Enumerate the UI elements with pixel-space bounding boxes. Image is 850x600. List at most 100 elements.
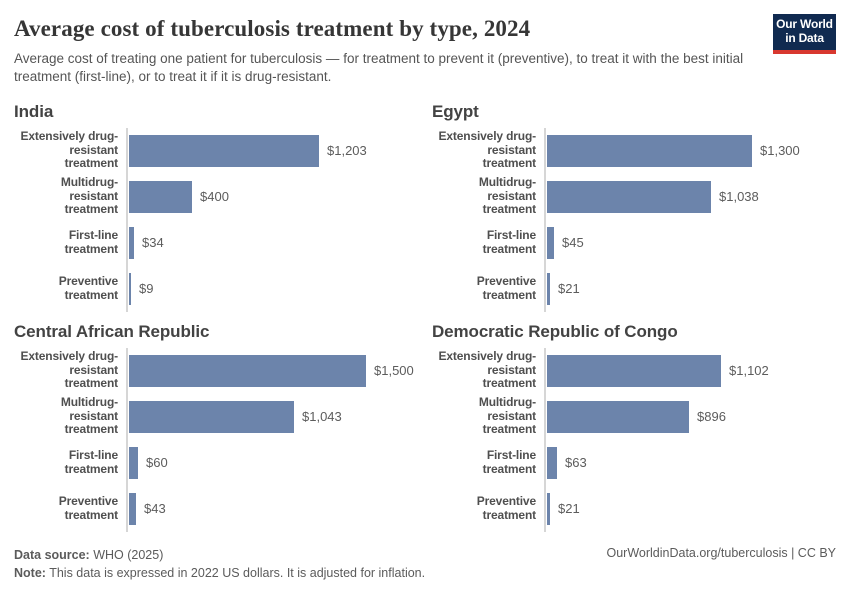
value-label: $34 [142, 235, 164, 251]
credit-link[interactable]: OurWorldinData.org/tuberculosis | CC BY [606, 545, 837, 560]
panel-rows: Extensively drug-resistant treatment $1,… [14, 127, 418, 312]
bar-row: Extensively drug-resistant treatment $1,… [432, 348, 836, 394]
bar-area: $1,203 [126, 134, 418, 167]
category-label: Extensively drug-resistant treatment [20, 349, 119, 391]
value-label: $1,038 [719, 189, 759, 205]
value-label: $60 [146, 455, 168, 471]
value-label: $21 [558, 501, 580, 517]
bar[interactable] [129, 354, 366, 387]
panel-title: Egypt [432, 101, 479, 121]
bar[interactable] [129, 492, 136, 525]
chart-title: Average cost of tuberculosis treatment b… [14, 16, 531, 41]
panel-india: India Extensively drug-resistant treatme… [14, 102, 418, 312]
bar-row: Preventive treatment $43 [14, 486, 418, 532]
bar[interactable] [547, 446, 557, 479]
axis-line [544, 347, 546, 532]
bar-row: Multidrug-resistant treatment $400 [14, 174, 418, 220]
value-label: $896 [697, 409, 726, 425]
data-source-line: Data source: WHO (2025) [14, 546, 163, 565]
chart-subtitle: Average cost of treating one patient for… [14, 51, 744, 84]
panel-central-african-republic: Central African Republic Extensively dru… [14, 322, 418, 532]
value-label: $1,203 [327, 143, 367, 159]
axis-line [126, 347, 128, 532]
category-label: Preventive treatment [58, 273, 118, 302]
bar[interactable] [547, 492, 550, 525]
category-label: Preventive treatment [476, 273, 536, 302]
category-label: First-line treatment [482, 227, 536, 256]
panel-title: Central African Republic [14, 321, 210, 341]
note-label: Note: [14, 566, 46, 581]
bar-row: Preventive treatment $21 [432, 486, 836, 532]
footer: Data source: WHO (2025) OurWorldinData.o… [14, 546, 836, 584]
bar[interactable] [129, 180, 192, 213]
bar-area: $63 [544, 446, 836, 479]
value-label: $9 [139, 281, 154, 297]
value-label: $43 [144, 501, 166, 517]
bar[interactable] [547, 134, 752, 167]
note-value: This data is expressed in 2022 US dollar… [45, 566, 426, 581]
bar-area: $1,300 [544, 134, 836, 167]
bar-row: Extensively drug-resistant treatment $1,… [432, 128, 836, 174]
bar[interactable] [129, 272, 131, 305]
category-label: Multidrug-resistant treatment [478, 175, 536, 217]
bar-row: First-line treatment $63 [432, 440, 836, 486]
value-label: $63 [565, 455, 587, 471]
bar-row: First-line treatment $34 [14, 220, 418, 266]
bar-row: Preventive treatment $9 [14, 266, 418, 312]
category-label: Extensively drug-resistant treatment [438, 129, 537, 171]
bar[interactable] [547, 400, 689, 433]
bar-row: Multidrug-resistant treatment $1,043 [14, 394, 418, 440]
bar[interactable] [129, 446, 138, 479]
bar-row: Extensively drug-resistant treatment $1,… [14, 128, 418, 174]
header: Average cost of tuberculosis treatment b… [14, 12, 836, 86]
bar-area: $34 [126, 226, 418, 259]
bar-area: $60 [126, 446, 418, 479]
bar-area: $1,102 [544, 354, 836, 387]
category-label: Extensively drug-resistant treatment [438, 349, 537, 391]
category-label: First-line treatment [64, 227, 118, 256]
value-label: $1,043 [302, 409, 342, 425]
panel-rows: Extensively drug-resistant treatment $1,… [432, 127, 836, 312]
bar[interactable] [547, 354, 721, 387]
value-label: $21 [558, 281, 580, 297]
panel-rows: Extensively drug-resistant treatment $1,… [432, 347, 836, 532]
bar[interactable] [547, 180, 711, 213]
value-label: $1,500 [374, 363, 414, 379]
bar-row: Multidrug-resistant treatment $896 [432, 394, 836, 440]
bar[interactable] [129, 134, 319, 167]
panel-rows: Extensively drug-resistant treatment $1,… [14, 347, 418, 532]
bar-row: Multidrug-resistant treatment $1,038 [432, 174, 836, 220]
bar[interactable] [129, 400, 294, 433]
bar[interactable] [547, 226, 554, 259]
owid-logo[interactable]: Our World in Data [773, 14, 836, 54]
bar-area: $21 [544, 492, 836, 525]
bar-area: $43 [126, 492, 418, 525]
panel-democratic-republic-of-congo: Democratic Republic of Congo Extensively… [432, 322, 836, 532]
category-label: First-line treatment [482, 447, 536, 476]
bar[interactable] [547, 272, 550, 305]
category-label: Multidrug-resistant treatment [60, 175, 118, 217]
bar-row: Preventive treatment $21 [432, 266, 836, 312]
panel-egypt: Egypt Extensively drug-resistant treatme… [432, 102, 836, 312]
bar-row: Extensively drug-resistant treatment $1,… [14, 348, 418, 394]
value-label: $45 [562, 235, 584, 251]
bar-area: $1,500 [126, 354, 418, 387]
bar-area: $21 [544, 272, 836, 305]
bar-area: $400 [126, 180, 418, 213]
bar-row: First-line treatment $45 [432, 220, 836, 266]
category-label: First-line treatment [64, 447, 118, 476]
owid-logo-line2: in Data [785, 31, 824, 45]
charts-grid: India Extensively drug-resistant treatme… [14, 102, 836, 532]
panel-title: India [14, 101, 54, 121]
bar-area: $1,043 [126, 400, 418, 433]
owid-logo-line1: Our World [776, 17, 833, 32]
note-line: Note: This data is expressed in 2022 US … [14, 564, 836, 583]
data-source-label: Data source: [14, 547, 90, 562]
value-label: $400 [200, 189, 229, 205]
category-label: Extensively drug-resistant treatment [20, 129, 119, 171]
bar[interactable] [129, 226, 134, 259]
category-label: Preventive treatment [58, 493, 118, 522]
value-label: $1,300 [760, 143, 800, 159]
data-source-value: WHO (2025) [89, 547, 164, 562]
